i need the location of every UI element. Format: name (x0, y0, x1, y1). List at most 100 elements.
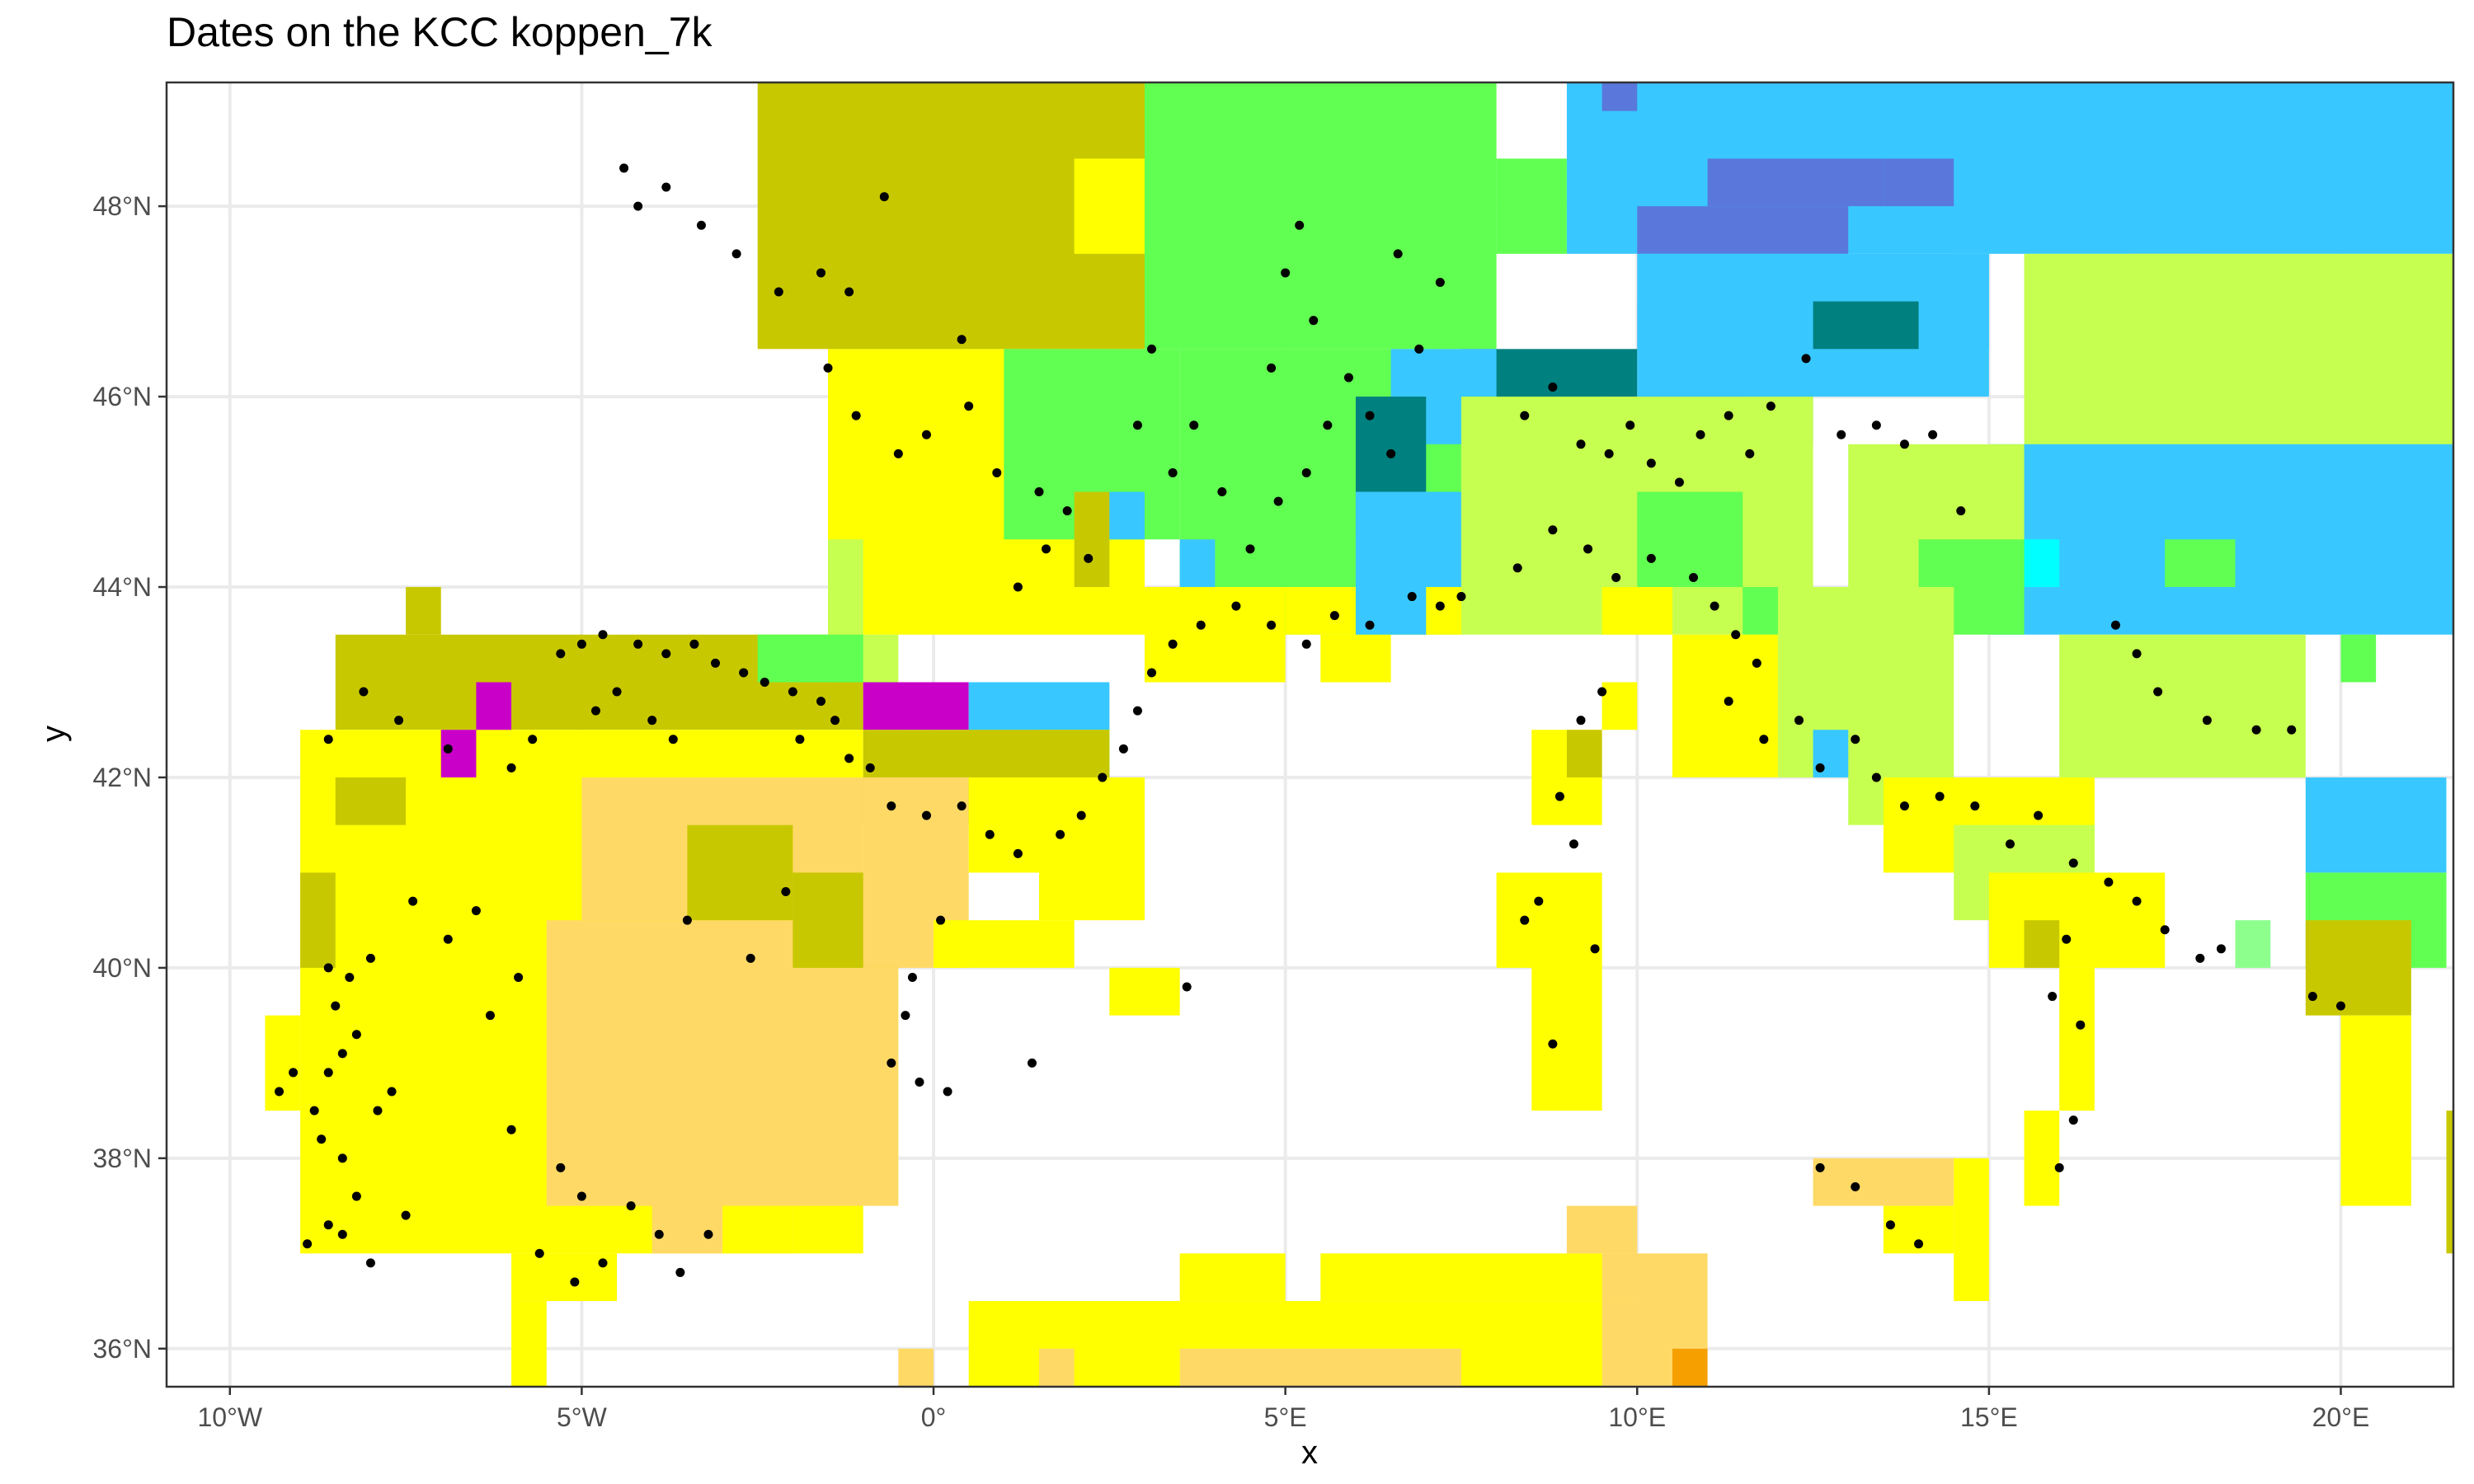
date-point (1554, 791, 1564, 801)
date-point (506, 1125, 516, 1134)
date-point (2104, 877, 2114, 887)
date-point (1098, 773, 1108, 782)
climate-cell (1144, 587, 1286, 683)
date-point (1520, 915, 1530, 925)
date-point (1281, 268, 1291, 278)
climate-cell (511, 1301, 547, 1387)
date-point (1301, 639, 1311, 649)
climate-cell (2305, 777, 2447, 873)
date-point (1365, 620, 1375, 630)
date-point (1295, 220, 1305, 230)
date-point (556, 649, 566, 659)
date-point (351, 1191, 361, 1201)
date-point (1414, 344, 1424, 354)
date-point (331, 1001, 341, 1011)
date-point (1267, 363, 1277, 373)
climate-cell (1813, 1158, 1954, 1206)
climate-cell (1813, 301, 1919, 350)
climate-cell (1531, 920, 1602, 1111)
date-point (598, 1258, 608, 1268)
climate-cell (2024, 920, 2060, 968)
climate-cell (2235, 920, 2271, 968)
date-point (816, 697, 826, 707)
date-point (1815, 763, 1825, 773)
date-point (1365, 411, 1375, 420)
date-point (887, 801, 896, 811)
date-point (612, 687, 622, 697)
date-point (1956, 506, 1966, 516)
date-point (921, 430, 931, 439)
date-point (365, 1258, 375, 1268)
date-point (1076, 810, 1086, 820)
date-point (915, 1077, 924, 1087)
date-point (774, 287, 783, 297)
date-point (1970, 801, 1980, 811)
date-point (964, 402, 974, 411)
date-point (506, 763, 516, 773)
date-point (1766, 402, 1776, 411)
date-point (1724, 697, 1733, 707)
date-point (943, 1087, 952, 1097)
climate-cell (440, 730, 477, 777)
climate-cell (1179, 1348, 1461, 1387)
date-point (1393, 249, 1403, 259)
date-point (1646, 553, 1656, 563)
date-point (2307, 992, 2317, 1002)
date-point (323, 963, 333, 973)
date-point (556, 1162, 566, 1172)
date-point (1062, 506, 1072, 516)
date-point (696, 220, 706, 230)
date-point (823, 363, 833, 373)
date-point (682, 915, 692, 925)
y-axis-title: y (35, 726, 72, 742)
climate-cell (898, 1348, 934, 1387)
date-point (1899, 439, 1909, 449)
date-point (1837, 430, 1846, 439)
date-point (1851, 1182, 1860, 1192)
date-point (373, 1106, 383, 1115)
climate-cell (2340, 634, 2377, 683)
date-point (2287, 725, 2297, 735)
date-point (851, 411, 861, 420)
climate-cell (1602, 587, 1672, 635)
y-tick-label: 36°N (93, 1334, 153, 1364)
date-point (394, 716, 404, 726)
date-point (1724, 411, 1733, 420)
date-point (1231, 601, 1241, 611)
date-point (1590, 944, 1600, 954)
climate-cell (1109, 491, 1145, 540)
date-point (633, 201, 643, 211)
climate-cell (476, 682, 512, 730)
climate-cell (2446, 1111, 2453, 1254)
date-point (1871, 773, 1881, 782)
date-point (1056, 829, 1065, 839)
date-point (2132, 649, 2142, 659)
climate-cell (968, 682, 1110, 730)
date-point (1013, 582, 1023, 592)
climate-cell (1566, 1205, 1638, 1254)
date-point (1343, 373, 1353, 383)
date-point (1189, 420, 1199, 430)
date-point (337, 1049, 347, 1059)
date-point (1301, 467, 1311, 477)
date-point (661, 649, 671, 659)
date-point (365, 953, 375, 963)
date-point (1752, 658, 1761, 668)
date-point (1534, 896, 1544, 906)
date-point (1196, 620, 1206, 630)
y-tick-label: 42°N (93, 763, 153, 792)
climate-cell (1637, 491, 1743, 588)
date-point (401, 1210, 411, 1220)
climate-cell (265, 1015, 301, 1111)
y-tick-label: 40°N (93, 953, 153, 983)
date-point (1273, 496, 1283, 506)
date-point (1386, 448, 1396, 458)
date-point (1696, 430, 1705, 439)
date-point (1548, 525, 1558, 535)
climate-cell (2024, 1111, 2060, 1206)
climate-cell (2059, 967, 2095, 1111)
date-point (1914, 1239, 1924, 1249)
date-point (1899, 801, 1909, 811)
climate-cell (2059, 634, 2306, 777)
